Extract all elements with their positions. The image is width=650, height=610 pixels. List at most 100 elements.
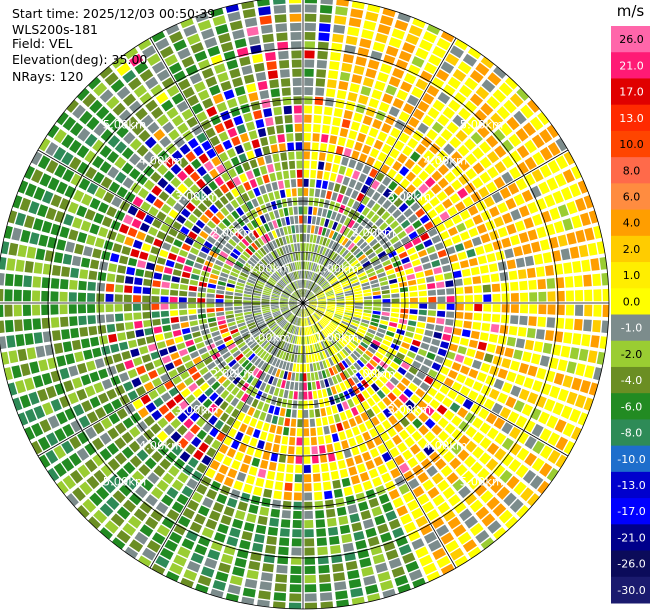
- gate-cell: [253, 292, 261, 296]
- gate-cell: [272, 290, 281, 295]
- gate-cell: [468, 339, 478, 349]
- gate-cell: [449, 193, 461, 204]
- gate-cell: [395, 59, 408, 71]
- gate-cell: [298, 270, 301, 279]
- gate-cell: [262, 271, 270, 278]
- gate-cell: [361, 207, 370, 216]
- gate-cell: [327, 79, 337, 89]
- gate-cell: [446, 351, 456, 360]
- colorbar-tick-label: 4.0: [623, 217, 641, 230]
- gate-cell: [77, 161, 90, 175]
- gate-cell: [293, 307, 299, 314]
- gate-cell: [480, 55, 496, 69]
- gate-cell: [59, 198, 71, 211]
- gate-cell: [284, 352, 290, 361]
- gate-cell: [366, 386, 375, 396]
- gate-cell: [377, 328, 386, 334]
- gate-cell: [343, 110, 353, 120]
- gate-cell: [243, 300, 251, 303]
- gate-cell: [69, 279, 78, 290]
- gate-cell: [143, 278, 152, 287]
- gate-cell: [22, 304, 31, 316]
- gate-cell: [384, 335, 393, 342]
- gate-cell: [317, 161, 325, 170]
- gate-cell: [304, 32, 316, 41]
- gate-cell: [392, 434, 403, 445]
- gate-cell: [366, 362, 375, 371]
- gate-cell: [219, 347, 229, 356]
- gate-cell: [415, 271, 425, 279]
- gate-cell: [252, 429, 261, 439]
- gate-cell: [258, 6, 271, 16]
- gate-cell: [388, 192, 398, 203]
- gate-cell: [128, 257, 138, 267]
- gate-cell: [235, 244, 244, 253]
- gate-cell: [84, 150, 97, 164]
- gate-cell: [348, 341, 357, 349]
- gate-cell: [399, 166, 410, 177]
- gate-cell: [266, 470, 276, 480]
- gate-cell: [385, 549, 399, 561]
- gate-cell: [548, 236, 559, 249]
- gate-cell: [353, 314, 362, 319]
- gate-cell: [381, 123, 392, 134]
- gate-cell: [35, 248, 46, 261]
- gate-cell: [439, 211, 450, 222]
- gate-cell: [445, 318, 454, 326]
- gate-cell: [519, 280, 528, 291]
- gate-cell: [304, 584, 317, 593]
- gate-cell: [390, 288, 399, 294]
- gate-cell: [72, 189, 85, 203]
- gate-cell: [437, 92, 451, 105]
- gate-cell: [157, 430, 168, 442]
- gate-cell: [89, 371, 100, 383]
- gate-cell: [281, 278, 288, 285]
- gate-cell: [165, 451, 177, 463]
- gate-cell: [315, 87, 325, 96]
- gate-cell: [472, 276, 482, 284]
- gate-cell: [243, 483, 253, 494]
- gate-cell: [227, 343, 236, 351]
- gate-cell: [329, 61, 340, 71]
- gate-cell: [334, 313, 343, 318]
- gate-cell: [114, 210, 126, 221]
- gate-cell: [225, 404, 234, 415]
- gate-cell: [333, 286, 342, 291]
- gate-cell: [217, 255, 226, 263]
- gate-cell: [156, 341, 166, 349]
- gate-cell: [303, 327, 305, 336]
- gate-cell: [397, 230, 407, 240]
- gate-cell: [183, 431, 195, 442]
- gate-cell: [411, 56, 425, 68]
- gate-cell: [277, 555, 289, 565]
- gate-cell: [345, 268, 353, 275]
- gate-cell: [388, 403, 398, 414]
- gate-cell: [139, 345, 149, 355]
- gate-cell: [268, 221, 274, 231]
- gate-cell: [90, 336, 100, 347]
- gate-cell: [143, 179, 155, 191]
- gate-cell: [391, 303, 400, 308]
- gate-cell: [546, 317, 556, 328]
- gate-cell: [332, 33, 344, 43]
- gate-cell: [394, 410, 404, 421]
- gate-cell: [56, 239, 67, 251]
- gate-cell: [303, 243, 306, 251]
- gate-cell: [407, 457, 419, 468]
- gate-cell: [244, 290, 253, 295]
- gate-cell: [313, 334, 318, 343]
- gate-cell: [214, 419, 224, 430]
- gate-cell: [303, 188, 309, 196]
- gate-cell: [412, 237, 422, 246]
- gate-cell: [329, 135, 338, 145]
- gate-cell: [146, 540, 161, 553]
- gate-cell: [509, 166, 521, 180]
- gate-cell: [166, 487, 179, 499]
- gate-cell: [327, 299, 336, 302]
- gate-cell: [423, 358, 433, 367]
- gate-cell: [365, 350, 374, 358]
- gate-cell: [411, 190, 422, 200]
- gate-cell: [150, 246, 160, 255]
- gate-cell: [454, 319, 463, 328]
- gate-cell: [222, 218, 231, 227]
